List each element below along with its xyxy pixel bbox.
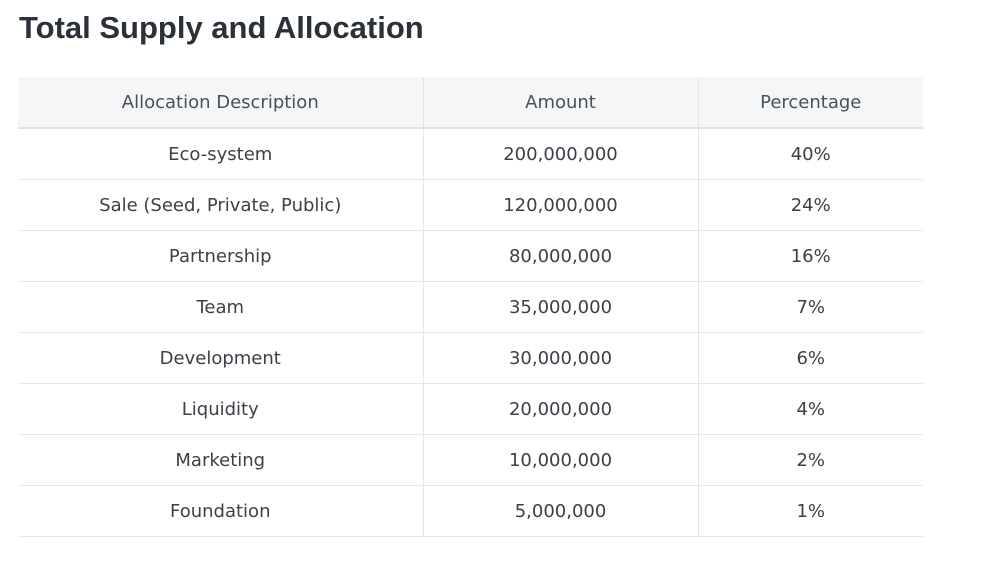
allocation-description-cell: Development	[18, 332, 423, 384]
amount-cell: 20,000,000	[422, 383, 698, 435]
amount-cell: 35,000,000	[422, 281, 698, 333]
table-row: Marketing 10,000,000 2%	[18, 434, 923, 486]
percentage-cell: 24%	[697, 179, 923, 231]
percentage-cell: 6%	[697, 332, 923, 384]
percentage-cell: 16%	[697, 230, 923, 282]
amount-cell: 5,000,000	[422, 485, 698, 537]
percentage-cell: 4%	[697, 383, 923, 435]
page-title: Total Supply and Allocation	[19, 10, 424, 45]
table-row: Liquidity 20,000,000 4%	[18, 383, 923, 435]
allocation-description-cell: Marketing	[18, 434, 423, 486]
allocation-description-cell: Partnership	[18, 230, 423, 282]
table-row: Development 30,000,000 6%	[18, 332, 923, 384]
table-row: Eco-system 200,000,000 40%	[18, 128, 923, 180]
amount-cell: 200,000,000	[422, 128, 698, 180]
column-header-amount: Amount	[422, 77, 698, 129]
amount-cell: 10,000,000	[422, 434, 698, 486]
allocation-table-container: Allocation Description Amount Percentage…	[18, 77, 923, 537]
table-row: Foundation 5,000,000 1%	[18, 485, 923, 537]
table-row: Sale (Seed, Private, Public) 120,000,000…	[18, 179, 923, 231]
column-header-percentage: Percentage	[697, 77, 923, 129]
table-row: Partnership 80,000,000 16%	[18, 230, 923, 282]
allocation-table: Allocation Description Amount Percentage…	[18, 77, 923, 537]
percentage-cell: 7%	[697, 281, 923, 333]
amount-cell: 80,000,000	[422, 230, 698, 282]
table-header-row: Allocation Description Amount Percentage	[18, 77, 923, 129]
percentage-cell: 1%	[697, 485, 923, 537]
allocation-description-cell: Liquidity	[18, 383, 423, 435]
amount-cell: 120,000,000	[422, 179, 698, 231]
allocation-description-cell: Foundation	[18, 485, 423, 537]
column-header-allocation-description: Allocation Description	[18, 77, 423, 129]
allocation-description-cell: Team	[18, 281, 423, 333]
table-body: Eco-system 200,000,000 40% Sale (Seed, P…	[18, 128, 923, 537]
table-row: Team 35,000,000 7%	[18, 281, 923, 333]
percentage-cell: 2%	[697, 434, 923, 486]
amount-cell: 30,000,000	[422, 332, 698, 384]
allocation-description-cell: Sale (Seed, Private, Public)	[18, 179, 423, 231]
allocation-description-cell: Eco-system	[18, 128, 423, 180]
percentage-cell: 40%	[697, 128, 923, 180]
table-header: Allocation Description Amount Percentage	[18, 77, 923, 129]
